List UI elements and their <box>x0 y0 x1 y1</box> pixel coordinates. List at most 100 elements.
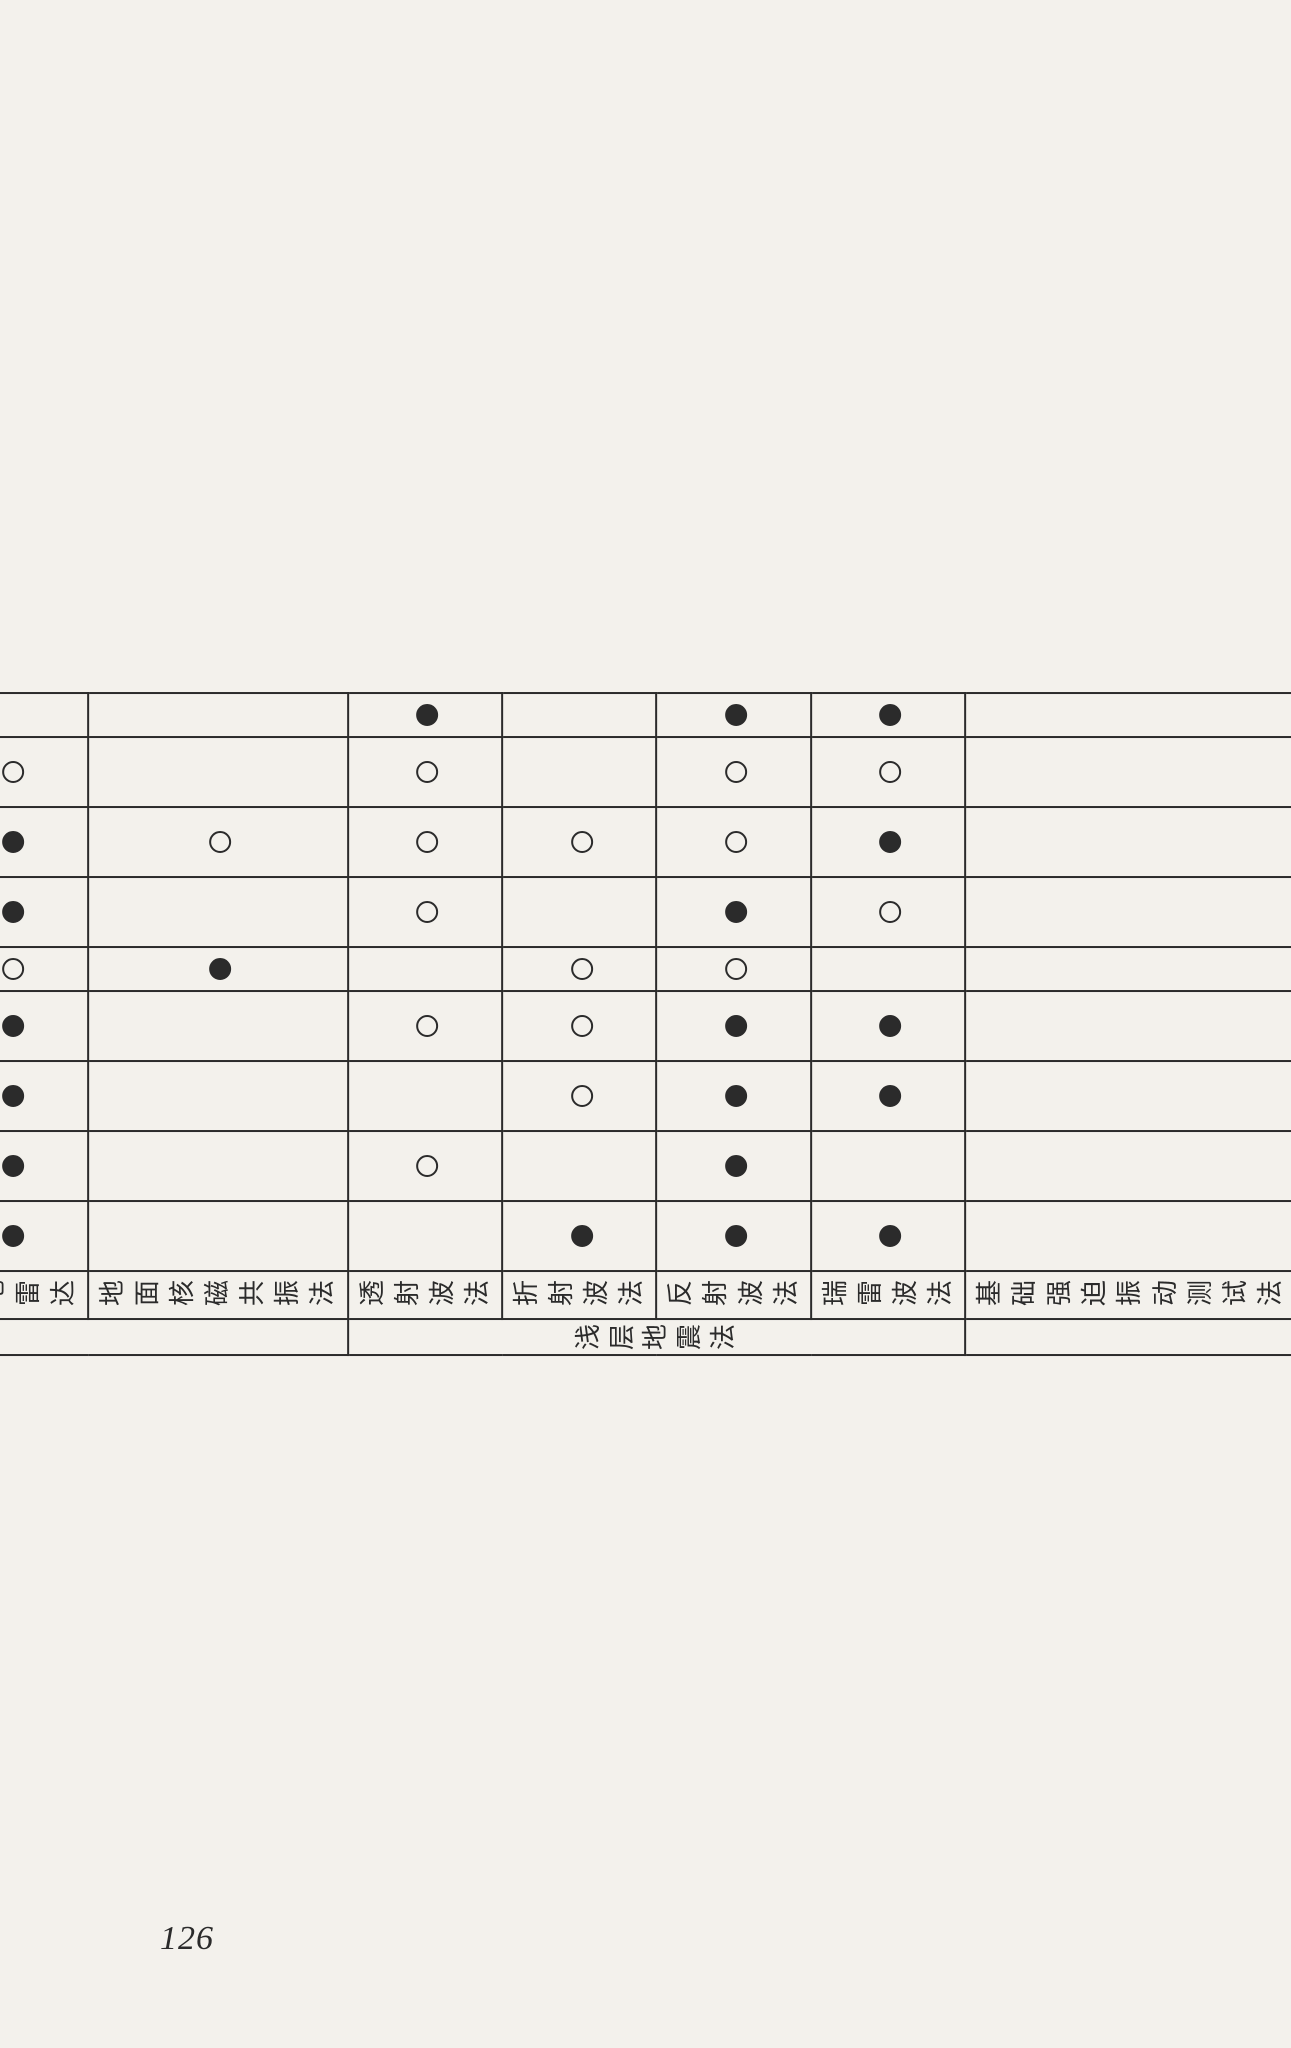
mark-cell <box>656 947 810 991</box>
filled-circle-icon <box>2 1155 24 1177</box>
mark-cell <box>0 1201 88 1271</box>
category-cell: 电磁法 <box>0 1319 348 1355</box>
filled-circle-icon <box>725 901 747 923</box>
mark-cell <box>656 693 810 737</box>
mark-cell <box>0 1061 88 1131</box>
filled-circle-icon <box>2 831 24 853</box>
mark-cell <box>502 693 656 737</box>
open-circle-icon <box>416 901 438 923</box>
table-row: 探地雷达 <box>0 693 88 1355</box>
method-cell: 透射波法 <box>348 1271 502 1319</box>
mark-cell <box>0 807 88 877</box>
filled-circle-icon <box>880 1225 902 1247</box>
mark-cell <box>348 1061 502 1131</box>
method-cell: 探地雷达 <box>0 1271 88 1319</box>
mark-cell <box>0 693 88 737</box>
mark-cell <box>88 877 348 947</box>
mark-cell <box>0 1131 88 1201</box>
open-circle-icon <box>2 761 24 783</box>
mark-cell <box>965 991 1291 1061</box>
mark-cell <box>88 947 348 991</box>
mark-cell <box>811 947 965 991</box>
mark-cell <box>88 807 348 877</box>
open-circle-icon <box>2 958 24 980</box>
mark-cell <box>656 1201 810 1271</box>
mark-cell <box>502 1131 656 1201</box>
mark-cell <box>965 693 1291 737</box>
mark-cell <box>811 737 965 807</box>
mark-cell <box>88 1061 348 1131</box>
filled-circle-icon <box>880 1015 902 1037</box>
filled-circle-icon <box>725 1085 747 1107</box>
open-circle-icon <box>416 761 438 783</box>
mark-cell <box>502 991 656 1061</box>
method-cell: 瑞雷波法 <box>811 1271 965 1319</box>
open-circle-icon <box>880 761 902 783</box>
table-row: 瑞雷波法 <box>811 693 965 1355</box>
filled-circle-icon <box>725 704 747 726</box>
mark-cell <box>502 877 656 947</box>
filled-circle-icon <box>2 901 24 923</box>
mark-cell <box>656 991 810 1061</box>
filled-circle-icon <box>880 831 902 853</box>
category-cell: 浅层地震法 <box>348 1319 966 1355</box>
mark-cell <box>88 991 348 1061</box>
mark-cell <box>348 947 502 991</box>
mark-cell <box>811 991 965 1061</box>
open-circle-icon <box>416 831 438 853</box>
mark-cell <box>811 1201 965 1271</box>
filled-circle-icon <box>880 704 902 726</box>
mark-cell <box>502 1061 656 1131</box>
mark-cell <box>965 1201 1291 1271</box>
page: 续表 B 应用范围 探测方法 覆盖层、风化带 <box>0 0 1291 2048</box>
method-cell: 基础强迫振动测试法 <box>965 1271 1291 1319</box>
method-cell: 反射波法 <box>656 1271 810 1319</box>
table-body: 电磁法可控源音频大地电磁法瞬变电磁法探地雷达地面核磁共振法浅层地震法透射波法折射… <box>0 693 1291 1355</box>
mark-cell <box>88 1201 348 1271</box>
mark-cell <box>656 1061 810 1131</box>
filled-circle-icon <box>2 1085 24 1107</box>
method-cell: 折射波法 <box>502 1271 656 1319</box>
mark-cell <box>502 947 656 991</box>
mark-cell <box>502 1201 656 1271</box>
mark-cell <box>965 807 1291 877</box>
mark-cell <box>88 1131 348 1201</box>
mark-cell <box>88 737 348 807</box>
mark-cell <box>656 1131 810 1201</box>
filled-circle-icon <box>725 1015 747 1037</box>
table-row: 浅层地震法透射波法 <box>348 693 502 1355</box>
filled-circle-icon <box>2 1225 24 1247</box>
mark-cell <box>965 947 1291 991</box>
open-circle-icon <box>880 901 902 923</box>
applicability-table: 应用范围 探测方法 覆盖层、风化带及基岩面的起伏形态探测 隐伏断层、破碎带及裂隙… <box>0 692 1291 1356</box>
filled-circle-icon <box>2 1015 24 1037</box>
mark-cell <box>811 877 965 947</box>
open-circle-icon <box>725 958 747 980</box>
filled-circle-icon <box>416 704 438 726</box>
mark-cell <box>656 877 810 947</box>
mark-cell <box>811 1061 965 1131</box>
filled-circle-icon <box>725 1225 747 1247</box>
mark-cell <box>0 737 88 807</box>
page-number: 126 <box>160 1920 214 1958</box>
filled-circle-icon <box>571 1225 593 1247</box>
mark-cell <box>502 737 656 807</box>
mark-cell <box>348 991 502 1061</box>
method-cell: 地面核磁共振法 <box>88 1271 348 1319</box>
table-row: 振动测试法基础强迫振动测试法 <box>965 693 1291 1355</box>
mark-cell <box>348 877 502 947</box>
mark-cell <box>965 737 1291 807</box>
mark-cell <box>811 807 965 877</box>
filled-circle-icon <box>725 1155 747 1177</box>
mark-cell <box>348 693 502 737</box>
mark-cell <box>965 877 1291 947</box>
mark-cell <box>811 693 965 737</box>
mark-cell <box>0 991 88 1061</box>
table-row: 折射波法 <box>502 693 656 1355</box>
open-circle-icon <box>571 1015 593 1037</box>
mark-cell <box>965 1061 1291 1131</box>
open-circle-icon <box>416 1155 438 1177</box>
mark-cell <box>348 807 502 877</box>
mark-cell <box>811 1131 965 1201</box>
mark-cell <box>965 1131 1291 1201</box>
